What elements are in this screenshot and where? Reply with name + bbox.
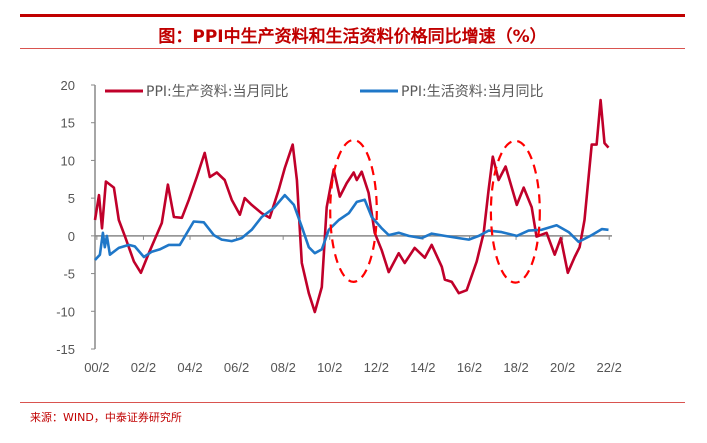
bottom-rule: [20, 402, 685, 403]
x-tick-label: 18/2: [503, 360, 528, 375]
series-line-consumer: [94, 193, 609, 261]
y-tick-label: 5: [68, 191, 75, 206]
x-tick-label: 14/2: [410, 360, 435, 375]
x-tick-label: 02/2: [131, 360, 156, 375]
series-line-production: [93, 98, 610, 314]
top-rule: [20, 14, 685, 17]
legend-label: PPI:生活资料:当月同比: [401, 84, 543, 100]
y-tick-label: -10: [56, 304, 75, 319]
title-rule: [20, 48, 685, 49]
x-tick-label: 06/2: [224, 360, 249, 375]
dashed-ellipse-annotation: [329, 138, 378, 283]
x-tick-label: 10/2: [317, 360, 342, 375]
y-tick-label: -15: [56, 342, 75, 357]
y-tick-label: 20: [61, 78, 75, 93]
x-tick-label: 12/2: [364, 360, 389, 375]
x-tick-label: 04/2: [177, 360, 202, 375]
y-tick-label: -5: [63, 267, 75, 282]
x-tick-label: 00/2: [84, 360, 109, 375]
x-tick-label: 08/2: [271, 360, 296, 375]
x-tick-label: 22/2: [597, 360, 622, 375]
y-tick-label: 15: [61, 116, 75, 131]
x-tick-label: 16/2: [457, 360, 482, 375]
x-tick-label: 20/2: [550, 360, 575, 375]
source-note: 来源：WIND，中泰证券研究所: [30, 411, 182, 424]
chart-title: 图：PPI中生产资料和生活资料价格同比增速（%）: [158, 27, 547, 47]
dashed-ellipse-annotation: [489, 139, 541, 284]
y-tick-label: 0: [68, 229, 75, 244]
y-tick-label: 10: [61, 153, 75, 168]
legend-label: PPI:生产资料:当月同比: [146, 84, 288, 100]
